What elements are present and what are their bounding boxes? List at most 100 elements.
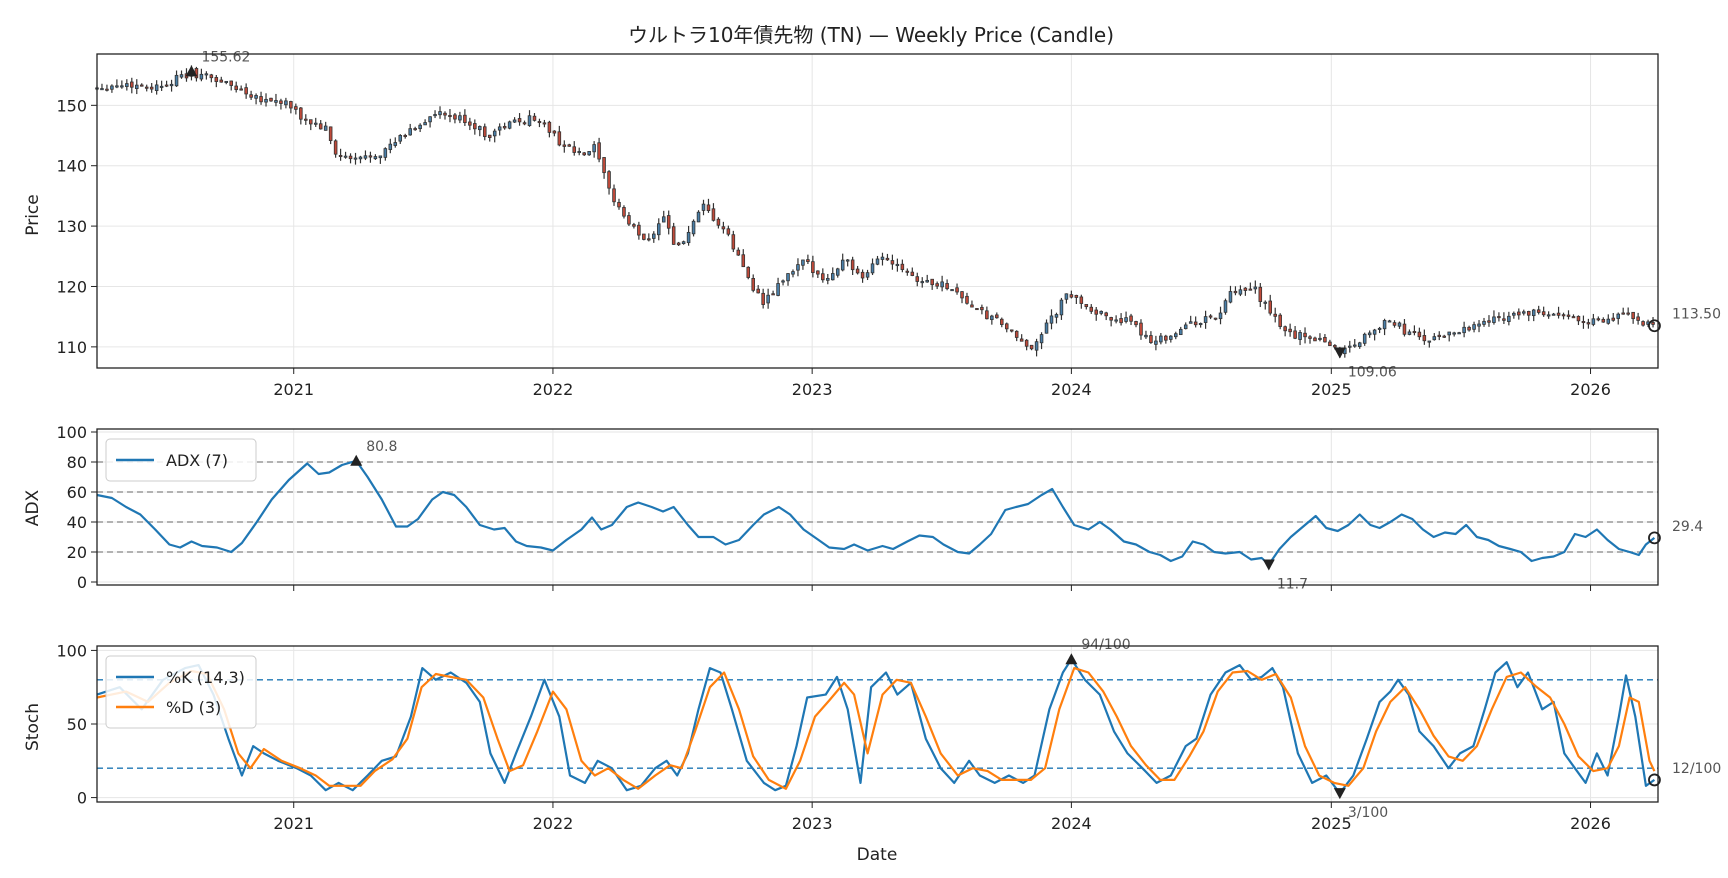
- candle-body: [666, 215, 671, 229]
- candle-body: [1651, 322, 1655, 325]
- candle-body: [701, 203, 706, 211]
- candle-body: [860, 271, 865, 279]
- candle-body: [940, 281, 944, 288]
- candle-body: [244, 87, 248, 95]
- candle-body: [289, 101, 293, 109]
- candle-body: [661, 216, 666, 223]
- candle-body: [1397, 322, 1402, 327]
- candle-body: [905, 270, 910, 273]
- candle-body: [990, 315, 994, 321]
- candle-body: [423, 122, 427, 126]
- candle-body: [100, 88, 104, 91]
- candle-body: [681, 241, 686, 244]
- y-tick-label: 50: [67, 715, 87, 734]
- y-tick-label: 150: [56, 96, 87, 115]
- candle-body: [478, 126, 482, 131]
- candle-body: [1576, 315, 1581, 322]
- candle-body: [1000, 318, 1004, 325]
- y-tick-label: 100: [56, 641, 87, 660]
- candle-body: [239, 88, 243, 91]
- candle-body: [249, 94, 253, 98]
- candle-body: [870, 263, 875, 274]
- candle-body: [487, 134, 492, 138]
- candle-body: [542, 122, 547, 125]
- candle-body: [1318, 337, 1322, 340]
- stoch-peak-marker: [1065, 653, 1078, 665]
- legend-label: %K (14,3): [166, 668, 245, 687]
- adx-peak-marker: [350, 454, 363, 466]
- candle-body: [1357, 342, 1362, 347]
- price-last-label: 113.50: [1672, 307, 1721, 323]
- candle-body: [328, 126, 333, 141]
- candle-body: [1641, 321, 1645, 326]
- candle-body: [1502, 318, 1506, 321]
- candle-body: [930, 278, 934, 286]
- candle-body: [154, 84, 159, 91]
- candle-body: [164, 84, 169, 87]
- candle-body: [502, 126, 507, 129]
- candle-body: [458, 115, 462, 121]
- candle-body: [1188, 321, 1193, 324]
- y-tick-label: 40: [67, 513, 87, 532]
- plot-frame: [96, 428, 1659, 586]
- candle-body: [920, 281, 925, 284]
- candle-body: [1169, 335, 1173, 340]
- date-xlabel: Date: [857, 845, 898, 865]
- candle-body: [259, 96, 263, 103]
- candle-body: [1044, 322, 1049, 334]
- candle-body: [1616, 313, 1620, 319]
- candle-body: [115, 85, 119, 88]
- candle-body: [1094, 309, 1099, 315]
- candle-body: [1134, 321, 1138, 326]
- stoch-peak-label: 94/100: [1081, 637, 1130, 653]
- candle-body: [612, 188, 616, 203]
- candle-body: [1422, 335, 1427, 342]
- candle-body: [945, 283, 949, 290]
- x-tick-label: 2022: [533, 380, 574, 399]
- candle-body: [801, 259, 805, 266]
- candle-body: [597, 142, 601, 160]
- candle-body: [1447, 331, 1451, 336]
- price-panel: 2021 2022 2023 2024 2025 2026 110 120 130 140 150 1…: [56, 49, 1721, 399]
- stoch-panel: 2021 2022 2023 2024 2025 2026 0 50 100 94/100 3/10…: [56, 637, 1721, 833]
- candle-body: [209, 74, 214, 79]
- candle-body: [174, 74, 179, 87]
- candle-body: [229, 80, 233, 86]
- candle-body: [294, 106, 298, 110]
- series-line: [96, 459, 1656, 566]
- candle-body: [1149, 335, 1153, 344]
- candle-body: [358, 156, 363, 160]
- price-trough-label: 109.06: [1348, 365, 1397, 381]
- candle-body: [1581, 321, 1586, 324]
- adx-last-marker: [1648, 531, 1661, 545]
- y-tick-label: 110: [56, 338, 87, 357]
- candle-body: [1109, 317, 1113, 321]
- candle-body: [1621, 312, 1625, 315]
- candle-body: [299, 107, 303, 120]
- candle-body: [627, 215, 631, 225]
- y-tick-label: 120: [56, 277, 87, 296]
- candle-body: [880, 256, 885, 260]
- candle-body: [826, 278, 830, 281]
- candle-body: [1407, 331, 1412, 335]
- candle-body: [1089, 306, 1094, 312]
- candle-body: [741, 254, 746, 268]
- candle-body: [1268, 300, 1273, 314]
- price-peak-marker: [185, 65, 198, 77]
- candle-body: [279, 100, 283, 104]
- candle-body: [284, 100, 288, 106]
- candle-body: [139, 84, 144, 87]
- candle-body: [1203, 316, 1208, 323]
- candle-body: [125, 83, 129, 87]
- candle-body: [985, 310, 989, 320]
- candle-body: [617, 201, 621, 208]
- candle-body: [821, 273, 825, 281]
- candle-body: [1174, 333, 1178, 338]
- adx-last-label: 29.4: [1672, 519, 1703, 535]
- candle-body: [433, 114, 437, 117]
- candle-body: [1417, 331, 1422, 338]
- candle-body: [413, 128, 417, 131]
- candle-body: [463, 114, 467, 124]
- candle-body: [348, 155, 353, 160]
- candle-body: [1288, 328, 1292, 333]
